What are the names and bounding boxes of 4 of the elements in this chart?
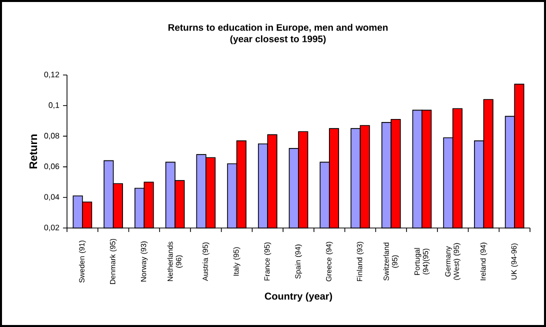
chart-title: Returns to education in Europe, men and women (168, 24, 388, 33)
y-axis-title: Return (29, 134, 38, 168)
chart-subtitle: (year closest to 1995) (230, 35, 326, 44)
x-axis-title: Country (year) (264, 292, 332, 302)
